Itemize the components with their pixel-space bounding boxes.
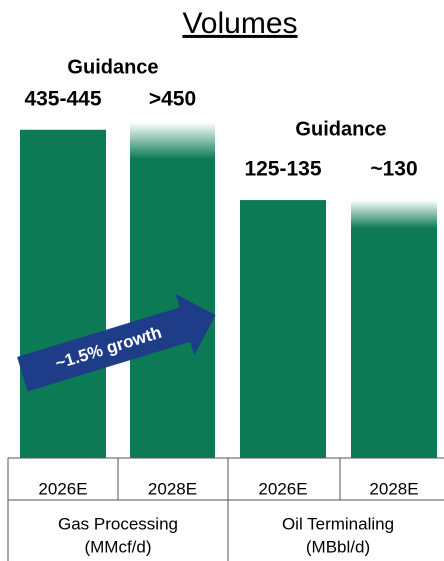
value-label: 125-135 (244, 158, 321, 181)
arrow-shape (17, 293, 216, 392)
bar (240, 200, 326, 458)
subtitle: Guidance (295, 118, 386, 140)
bar (130, 122, 215, 459)
x-tick-label: 2028E (148, 479, 197, 498)
x-tick-label: 2028E (369, 479, 418, 498)
x-tick-label: 2026E (38, 479, 87, 498)
value-label: >450 (149, 88, 196, 111)
x-tick-label: 2026E (258, 479, 307, 498)
group-label: Gas Processing (58, 514, 178, 533)
unit-label: (MBbl/d) (306, 537, 370, 556)
title: Volumes (182, 7, 297, 40)
subtitle: Guidance (67, 56, 158, 78)
bar (351, 200, 437, 458)
unit-label: (MMcf/d) (84, 537, 151, 556)
group-label: Oil Terminaling (282, 514, 394, 533)
bar (20, 129, 106, 458)
value-label: ~130 (370, 158, 417, 181)
value-label: 435-445 (24, 88, 101, 111)
